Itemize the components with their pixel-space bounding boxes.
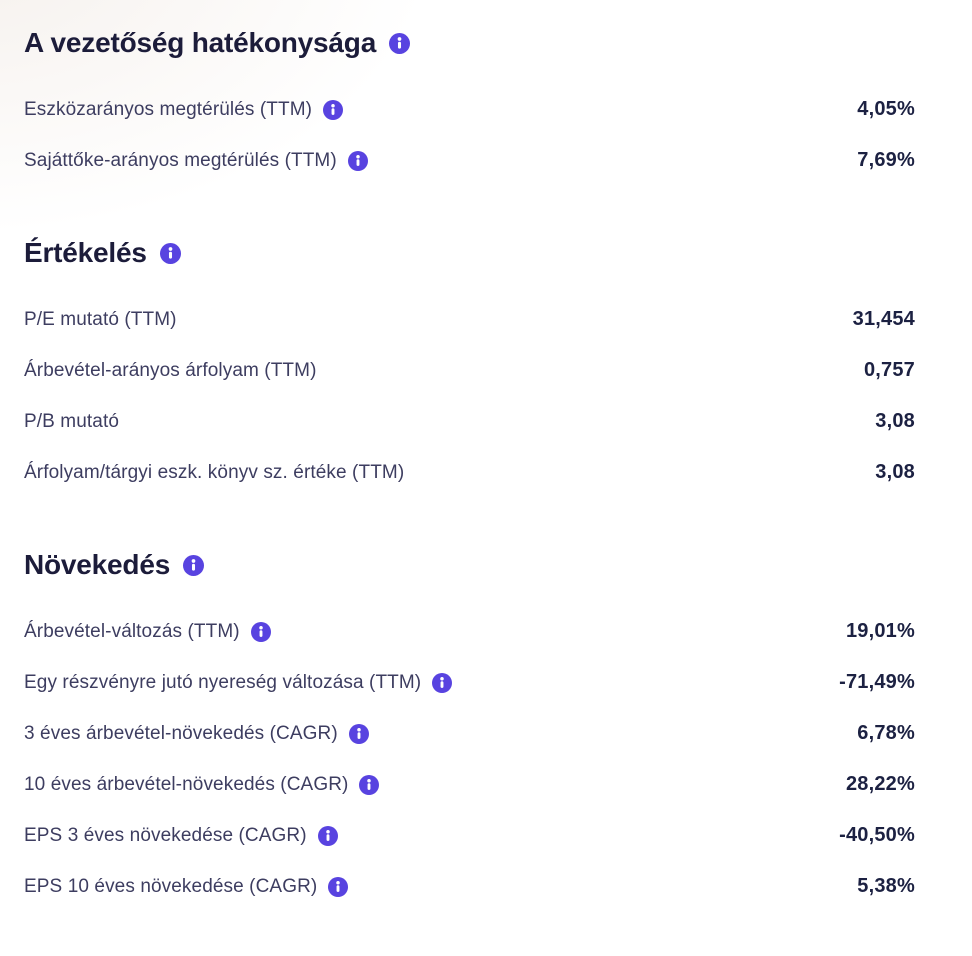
section-valuation: Értékelés P/E mutató (TTM) 31,454 Árbevé…: [24, 236, 915, 498]
metric-value: 28,22%: [845, 773, 915, 795]
metric-value: 3,08: [875, 410, 915, 432]
metric-label: 3 éves árbevétel-növekedés (CAGR): [24, 722, 338, 744]
metric-label-wrap: Eszközarányos megtérülés (TTM): [24, 98, 344, 121]
section-title: A vezetőség hatékonysága: [24, 27, 377, 58]
section-title: Növekedés: [24, 549, 171, 580]
metric-label-wrap: Árfolyam/tárgyi eszk. könyv sz. értéke (…: [24, 462, 404, 484]
metric-row: P/B mutató 3,08: [24, 396, 915, 447]
metric-label: Eszközarányos megtérülés (TTM): [24, 98, 313, 120]
metric-label-wrap: EPS 10 éves növekedése (CAGR): [24, 875, 349, 898]
metric-label-wrap: Egy részvényre jutó nyereség változása (…: [24, 671, 453, 694]
section-growth: Növekedés Árbevétel-változás (TTM) 19,01…: [24, 548, 915, 912]
metric-label-wrap: EPS 3 éves növekedése (CAGR): [24, 825, 338, 847]
metric-label: Árbevétel-változás (TTM): [24, 620, 240, 642]
metric-label-wrap: Sajáttőke-arányos megtérülés (TTM): [24, 150, 368, 172]
info-icon[interactable]: [359, 774, 380, 795]
metric-label: Árbevétel-arányos árfolyam (TTM): [24, 359, 317, 381]
section-header: Értékelés: [24, 236, 915, 270]
metric-row: EPS 3 éves növekedése (CAGR) -40,50%: [24, 810, 915, 861]
metric-label: EPS 10 éves növekedése (CAGR): [24, 875, 318, 897]
info-icon[interactable]: [328, 876, 349, 897]
metric-label: Sajáttőke-arányos megtérülés (TTM): [24, 149, 337, 171]
metric-value: 7,69%: [857, 149, 915, 171]
metric-label: P/E mutató (TTM): [24, 308, 177, 330]
info-icon[interactable]: [183, 554, 205, 576]
metric-row: Árfolyam/tárgyi eszk. könyv sz. értéke (…: [24, 447, 915, 498]
info-icon[interactable]: [323, 99, 344, 120]
info-icon[interactable]: [250, 621, 271, 642]
metric-label: P/B mutató: [24, 410, 119, 432]
metric-row: 10 éves árbevétel-növekedés (CAGR) 28,22…: [24, 759, 915, 810]
metric-row: EPS 10 éves növekedése (CAGR) 5,38%: [24, 861, 915, 912]
info-icon[interactable]: [432, 672, 453, 693]
info-icon[interactable]: [159, 242, 181, 264]
metric-label-wrap: P/B mutató: [24, 411, 119, 433]
metric-label: Árfolyam/tárgyi eszk. könyv sz. értéke (…: [24, 461, 405, 483]
metric-label-wrap: Árbevétel-változás (TTM): [24, 621, 271, 643]
metric-label-wrap: Árbevétel-arányos árfolyam (TTM): [24, 360, 317, 382]
metric-row: Egy részvényre jutó nyereség változása (…: [24, 657, 915, 708]
metric-value: 19,01%: [845, 620, 915, 642]
metric-label: 10 éves árbevétel-növekedés (CAGR): [24, 773, 349, 795]
info-icon[interactable]: [317, 825, 338, 846]
section-header: Növekedés: [24, 548, 915, 582]
metric-label: Egy részvényre jutó nyereség változása (…: [24, 671, 422, 693]
metric-label: EPS 3 éves növekedése (CAGR): [24, 824, 307, 846]
metric-value: 5,38%: [857, 875, 915, 897]
metric-row: 3 éves árbevétel-növekedés (CAGR) 6,78%: [24, 708, 915, 759]
metric-value: 31,454: [852, 308, 915, 330]
metric-row: Sajáttőke-arányos megtérülés (TTM) 7,69%: [24, 135, 915, 186]
info-icon[interactable]: [389, 32, 411, 54]
section-header: A vezetőség hatékonysága: [24, 26, 915, 60]
metric-value: -40,50%: [839, 824, 915, 846]
metric-row: Árbevétel-arányos árfolyam (TTM) 0,757: [24, 345, 915, 396]
metric-row: Árbevétel-változás (TTM) 19,01%: [24, 606, 915, 657]
info-icon[interactable]: [348, 723, 369, 744]
metric-value: 6,78%: [857, 722, 915, 744]
metric-value: 0,757: [863, 359, 915, 381]
section-management-effectiveness: A vezetőség hatékonysága Eszközarányos m…: [24, 26, 915, 186]
info-icon[interactable]: [347, 150, 368, 171]
metric-row: Eszközarányos megtérülés (TTM) 4,05%: [24, 84, 915, 135]
section-title: Értékelés: [24, 237, 147, 268]
metric-row: P/E mutató (TTM) 31,454: [24, 294, 915, 345]
metric-value: -71,49%: [839, 671, 915, 693]
metric-value: 4,05%: [857, 98, 915, 120]
metric-label-wrap: 10 éves árbevétel-növekedés (CAGR): [24, 773, 380, 796]
metric-label-wrap: P/E mutató (TTM): [24, 309, 177, 331]
metric-label-wrap: 3 éves árbevétel-növekedés (CAGR): [24, 723, 369, 745]
metric-value: 3,08: [875, 461, 915, 483]
